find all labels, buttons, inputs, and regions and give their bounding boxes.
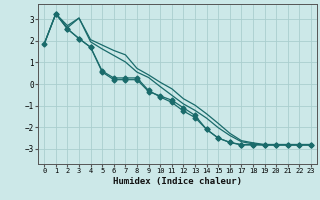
X-axis label: Humidex (Indice chaleur): Humidex (Indice chaleur) <box>113 177 242 186</box>
